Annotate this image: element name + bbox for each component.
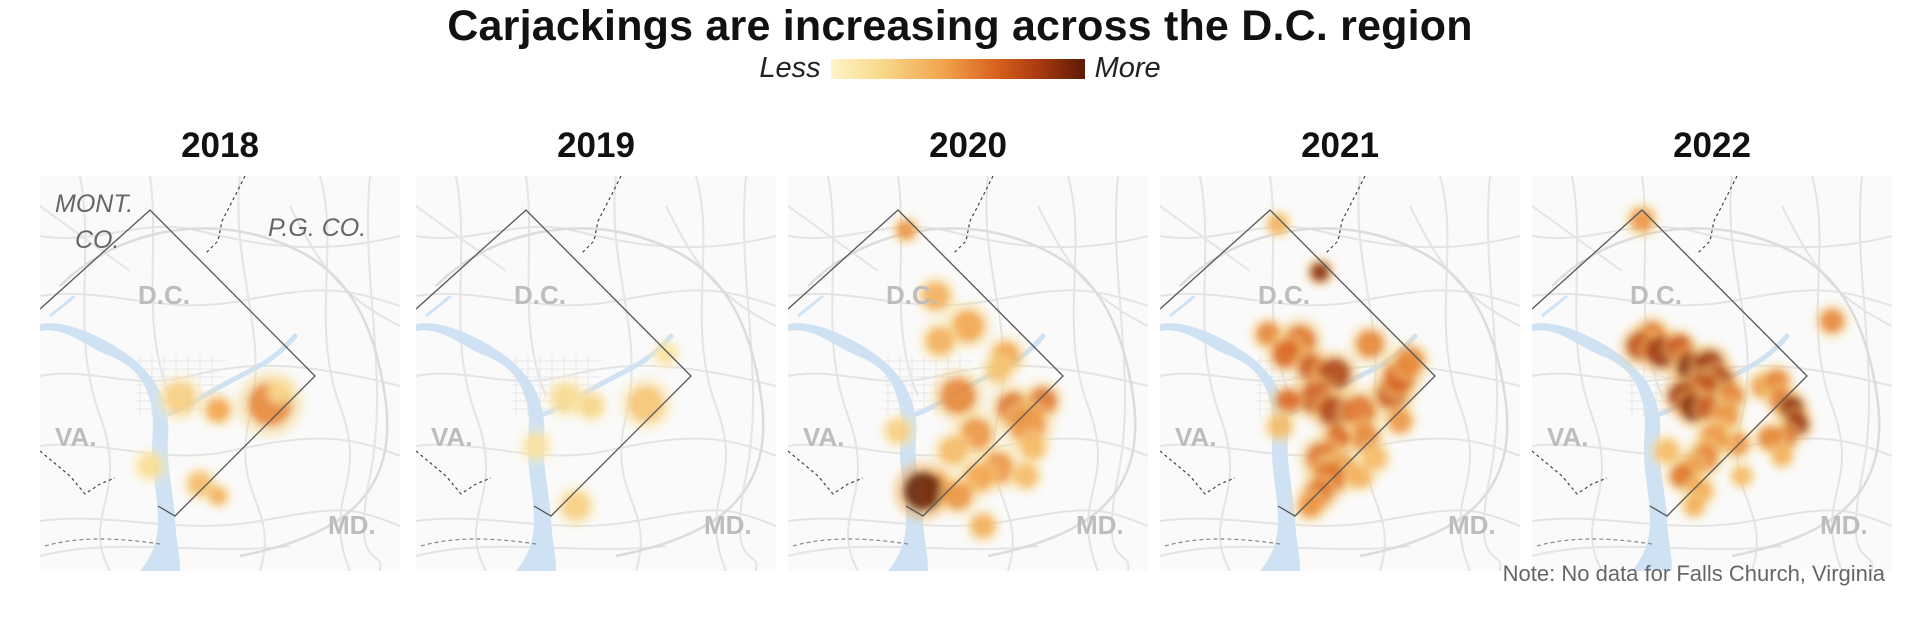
dc-label: D.C. (138, 280, 190, 310)
dc-label: D.C. (1630, 280, 1682, 310)
mont-co-label-line2: CO. (75, 226, 119, 254)
va-label: VA. (803, 422, 844, 452)
footnote: Note: No data for Falls Church, Virginia (1502, 561, 1885, 586)
panel-year-label: 2021 (1301, 126, 1379, 165)
map-panel-2021: 2021 D.C. VA. MD. (1160, 126, 1520, 572)
heat-density (132, 371, 303, 510)
map-panel-2020: 2020 D.C. VA. MD. (788, 126, 1148, 572)
heatmap-2020: D.C. VA. MD. (788, 176, 1148, 571)
va-label: VA. (431, 422, 472, 452)
heatmap-2018: D.C. VA. MD. MONT. CO. P.G. CO. (40, 176, 400, 571)
map-panel-2022: 2022 D.C. VA. MD. (1532, 126, 1892, 572)
dc-boundary (416, 209, 692, 517)
dc-boundary (1532, 209, 1808, 517)
mont-co-label-line1: MONT. (55, 190, 133, 218)
dc-label: D.C. (886, 280, 938, 310)
md-label: MD. (328, 510, 376, 540)
legend-low-label: Less (759, 52, 821, 84)
dc-boundary (1160, 209, 1436, 517)
md-label: MD. (1448, 510, 1496, 540)
panel-year-label: 2020 (929, 126, 1007, 165)
potomac-river (1532, 323, 1672, 571)
md-label: MD. (1820, 510, 1868, 540)
heatmap-2021: D.C. VA. MD. (1160, 176, 1520, 571)
md-label: MD. (1076, 510, 1124, 540)
color-legend: Less More (0, 52, 1920, 85)
va-label: VA. (1547, 422, 1588, 452)
heat-density (880, 215, 1064, 544)
dc-label: D.C. (1258, 280, 1310, 310)
legend-gradient-bar (830, 58, 1085, 79)
heat-density (518, 339, 681, 527)
dc-boundary (40, 209, 316, 517)
heatmap-2022: D.C. VA. MD. (1532, 176, 1892, 571)
potomac-river (40, 323, 180, 571)
panel-year-label: 2019 (557, 126, 635, 165)
potomac-river (788, 323, 928, 571)
dc-boundary (788, 209, 1064, 517)
panel-year-label: 2022 (1673, 126, 1751, 165)
map-panel-2018: 2018 D.C. VA. MD. MONT. CO. P.G. CO. (40, 126, 400, 572)
dc-label: D.C. (514, 280, 566, 310)
heat-density (1619, 202, 1850, 521)
md-label: MD. (704, 510, 752, 540)
va-label: VA. (55, 422, 96, 452)
potomac-river (416, 323, 556, 571)
va-label: VA. (1175, 422, 1216, 452)
heat-density (1250, 209, 1431, 524)
panel-year-label: 2018 (181, 126, 259, 165)
pg-co-label: P.G. CO. (268, 214, 366, 242)
chart-title: Carjackings are increasing across the D.… (447, 2, 1473, 50)
legend-high-label: More (1094, 52, 1161, 84)
heatmap-2019: D.C. VA. MD. (416, 176, 776, 571)
potomac-river (1160, 323, 1300, 571)
map-panel-2019: 2019 D.C. VA. MD. (416, 126, 776, 572)
